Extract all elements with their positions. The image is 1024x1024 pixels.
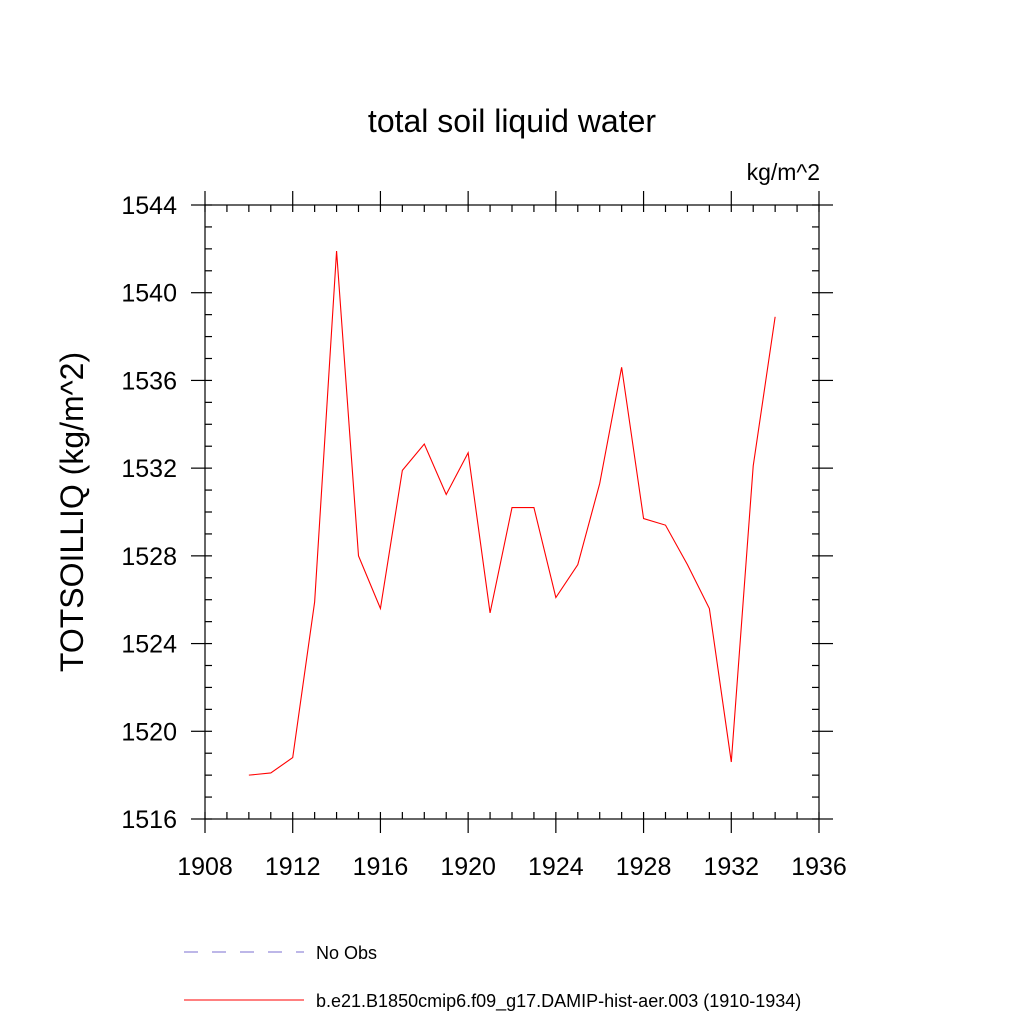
x-tick-label: 1908 <box>177 853 233 881</box>
y-tick-label: 1524 <box>121 631 177 659</box>
x-tick-label: 1912 <box>265 853 321 881</box>
x-tick-label: 1936 <box>791 853 847 881</box>
x-tick-label: 1928 <box>616 853 672 881</box>
y-tick-label: 1532 <box>121 455 177 483</box>
y-tick-label: 1536 <box>121 367 177 395</box>
y-tick-label: 1520 <box>121 718 177 746</box>
y-tick-label: 1528 <box>121 543 177 571</box>
y-tick-label: 1540 <box>121 280 177 308</box>
y-axis-label: TOTSOILLIQ (kg/m^2) <box>54 352 90 672</box>
y-tick-label: 1544 <box>121 192 177 220</box>
legend: No Obs b.e21.B1850cmip6.f09_g17.DAMIP-hi… <box>184 943 801 1012</box>
major-ticks <box>191 191 833 833</box>
y-tick-label: 1516 <box>121 806 177 834</box>
x-tick-label: 1932 <box>703 853 759 881</box>
x-tick-label: 1924 <box>528 853 584 881</box>
units-label: kg/m^2 <box>747 159 820 185</box>
minor-ticks <box>204 204 820 820</box>
series-lines <box>248 251 776 776</box>
x-tick-label: 1920 <box>440 853 496 881</box>
legend-label-model-run: b.e21.B1850cmip6.f09_g17.DAMIP-hist-aer.… <box>316 991 801 1012</box>
legend-label-no-obs: No Obs <box>316 943 377 963</box>
x-tick-labels: 1908 1912 1916 1920 1924 1928 1932 1936 <box>177 853 847 881</box>
chart-title: total soil liquid water <box>368 103 656 139</box>
x-tick-label: 1916 <box>353 853 409 881</box>
y-tick-labels: 1516 1520 1524 1528 1532 1536 1540 1544 <box>121 192 177 834</box>
series-line-0 <box>248 251 776 776</box>
